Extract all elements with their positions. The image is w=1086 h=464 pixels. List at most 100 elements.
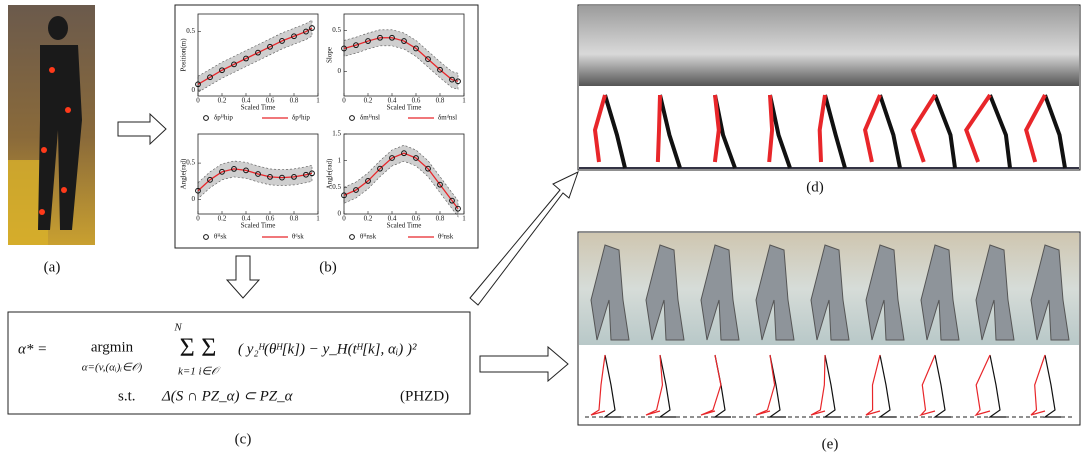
robot-photo	[920, 244, 960, 341]
human-point	[437, 66, 443, 73]
x-tick-label: 1	[462, 215, 466, 223]
x-tick-label: 0.4	[242, 97, 251, 105]
x-axis-label: Scaled Time	[241, 222, 276, 230]
arrow	[117, 112, 167, 146]
human-point	[309, 25, 315, 31]
human-point	[389, 155, 395, 161]
legend-marker	[203, 115, 209, 121]
stick-leg	[767, 94, 775, 163]
stick-leg	[592, 94, 607, 163]
equation-constraint: Δ(S ∩ PZ_α) ⊂ PZ_α	[161, 388, 294, 404]
stick-leg	[1043, 354, 1061, 418]
x-tick-label: 1	[462, 97, 466, 105]
human-point	[303, 171, 309, 178]
y-axis-label: Angle(rad)	[180, 158, 188, 189]
y-tick-label: 0	[192, 86, 196, 94]
stick-leg	[603, 354, 621, 418]
x-tick-label: 1	[316, 97, 320, 105]
human-point	[291, 174, 297, 180]
x-tick-label: 1	[316, 215, 320, 223]
stick-leg	[865, 354, 881, 416]
legend-label: θᴴnsk	[360, 233, 377, 241]
human-point	[425, 56, 431, 62]
human-point	[255, 171, 261, 177]
y-tick-label: 0.5	[332, 26, 341, 34]
robot-photo	[590, 244, 630, 341]
x-tick-label: 0.8	[290, 215, 299, 223]
human-point	[341, 45, 347, 52]
x-tick-label: 0.4	[388, 97, 397, 105]
human-point	[437, 181, 443, 188]
x-tick-label: 0	[196, 97, 200, 105]
stick-leg	[655, 94, 662, 163]
equation-st: s.t.	[118, 388, 136, 404]
equation-sub: α=(v,(αᵢ)ᵢ∈𝒪)	[82, 362, 143, 374]
stick-leg	[878, 354, 896, 418]
equation-sum-sub: k=1 i∈𝒪	[178, 366, 221, 378]
stick-leg	[768, 354, 786, 418]
robot-photo	[1030, 244, 1070, 341]
human-point	[231, 61, 237, 68]
y-tick-label: 0.5	[186, 27, 195, 35]
x-tick-label: 0.2	[364, 215, 373, 223]
legend-label: δmᵈnsl	[438, 114, 457, 122]
arrow	[479, 345, 569, 383]
human-point	[195, 187, 201, 194]
stick-leg	[964, 93, 992, 163]
x-tick-label: 0.4	[388, 215, 397, 223]
stick-leg	[919, 354, 936, 417]
panel-box	[174, 4, 479, 249]
x-tick-label: 0.6	[412, 97, 421, 105]
stick-leg	[817, 94, 827, 163]
robot-photo	[810, 244, 850, 341]
y-tick-label: 0	[338, 67, 342, 75]
plot-axes	[343, 13, 465, 97]
legend-marker	[349, 115, 355, 121]
human-point	[207, 74, 213, 81]
confidence-band	[343, 29, 459, 90]
equation-sum-top: N	[173, 322, 182, 334]
human-point	[365, 178, 371, 184]
desired-line	[343, 37, 459, 82]
stick-leg	[658, 354, 676, 418]
x-tick-label: 0.6	[412, 215, 421, 223]
x-tick-label: 0.4	[242, 215, 251, 223]
stick-leg	[823, 94, 847, 169]
stick-leg	[988, 94, 1012, 169]
human-point	[255, 49, 261, 56]
human-point	[455, 205, 461, 212]
human-point	[413, 155, 419, 161]
y-tick-label: 0	[192, 195, 196, 203]
human-point	[219, 168, 225, 175]
human-point	[413, 45, 419, 52]
y-tick-label: 1	[338, 156, 342, 164]
stick-leg	[712, 94, 721, 163]
human-point	[341, 192, 347, 199]
robot-photo	[755, 244, 795, 341]
human-point	[353, 187, 359, 193]
arrow	[225, 255, 261, 299]
robot-photo	[700, 244, 740, 341]
equation-argmin: argmin	[91, 339, 134, 355]
legend-marker	[203, 234, 209, 240]
legend-label: θᴴsk	[214, 233, 227, 241]
equation-box	[7, 311, 471, 415]
human-point	[353, 42, 359, 49]
human-point	[303, 28, 309, 35]
stick-leg	[863, 94, 882, 163]
human-point	[401, 150, 407, 157]
legend-label: δpᴴhip	[214, 114, 233, 122]
human-point	[309, 170, 315, 177]
panel-label: (a)	[44, 259, 61, 275]
desired-line	[343, 152, 459, 210]
panel-label: (d)	[806, 179, 824, 195]
stick-figures	[592, 93, 1067, 169]
stick-leg	[590, 354, 606, 416]
arrow	[469, 171, 579, 306]
stick-leg	[878, 94, 902, 169]
photo-d	[579, 6, 1079, 86]
y-tick-label: 0.5	[332, 183, 341, 191]
plot-axes	[343, 133, 465, 215]
stick-leg	[974, 354, 991, 417]
